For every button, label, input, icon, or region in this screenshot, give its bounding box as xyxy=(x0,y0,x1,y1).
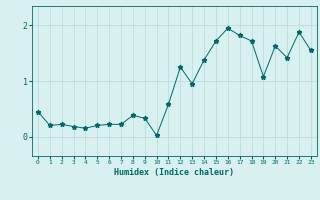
X-axis label: Humidex (Indice chaleur): Humidex (Indice chaleur) xyxy=(115,168,234,177)
